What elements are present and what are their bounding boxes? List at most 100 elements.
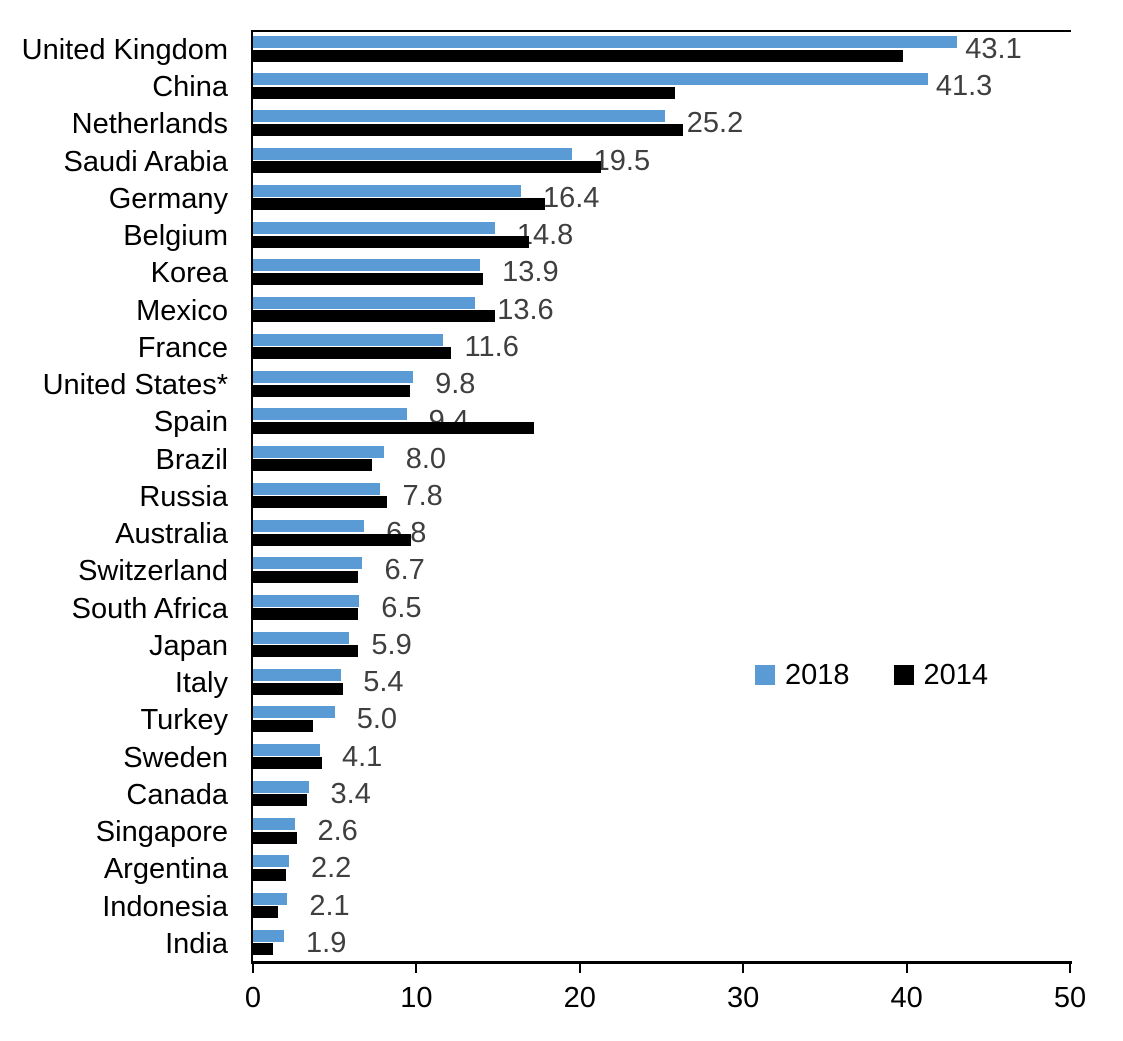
bar-2014 — [253, 421, 535, 434]
bar-2014 — [253, 608, 358, 621]
category-label: Argentina — [103, 853, 228, 886]
bar-2018 — [253, 482, 381, 495]
bar-2018 — [253, 371, 414, 384]
y-axis-line — [251, 30, 253, 964]
category-label: South Africa — [71, 592, 228, 625]
category-label: United States* — [42, 369, 228, 402]
bar-2018 — [253, 892, 288, 905]
category-label: China — [152, 71, 228, 104]
bar-2018 — [253, 706, 335, 719]
bar-2014 — [253, 570, 358, 583]
bar-2014 — [253, 943, 273, 956]
value-label: 25.2 — [686, 107, 744, 140]
value-label: 41.3 — [935, 70, 993, 103]
x-axis-tick-label: 10 — [400, 982, 433, 1014]
value-label: 16.4 — [542, 181, 600, 214]
category-label: Mexico — [136, 294, 228, 327]
category-label: Japan — [148, 629, 228, 662]
bar-2014 — [253, 86, 675, 99]
bar-2018 — [253, 445, 384, 458]
bar-2014 — [253, 645, 358, 658]
category-label: United Kingdom — [21, 34, 228, 66]
category-label: Korea — [150, 257, 228, 290]
bar-2014 — [253, 161, 602, 174]
bar-2014 — [253, 235, 530, 248]
value-label: 2.6 — [317, 815, 358, 848]
category-label: India — [165, 927, 228, 960]
category-label: Belgium — [123, 220, 228, 253]
category-label: Italy — [174, 667, 228, 700]
category-label: Russia — [139, 480, 228, 513]
value-label: 8.0 — [405, 442, 447, 475]
bar-2014 — [253, 198, 546, 211]
value-label: 2.2 — [310, 852, 352, 885]
bar-2018 — [253, 222, 495, 235]
bar-2014 — [253, 831, 298, 844]
category-label: Netherlands — [71, 108, 228, 141]
bar-2014 — [253, 794, 307, 807]
bar-2018 — [253, 36, 958, 48]
legend: 2018 2014 — [755, 658, 989, 691]
bar-2014 — [253, 906, 278, 919]
x-axis-tick-label: 50 — [1053, 982, 1087, 1014]
legend-swatch-2014 — [893, 665, 914, 685]
bar-2018 — [253, 557, 363, 570]
x-axis-tick — [252, 963, 254, 973]
bar-2018 — [253, 520, 365, 533]
value-label: 5.0 — [356, 703, 398, 736]
value-label: 4.1 — [341, 740, 383, 773]
category-label: Spain — [153, 406, 228, 439]
category-label: Singapore — [95, 816, 228, 849]
bar-2014 — [253, 719, 314, 732]
bar-2018 — [253, 929, 285, 942]
x-axis-tick — [578, 963, 581, 973]
bar-2018 — [253, 333, 443, 346]
category-label: Canada — [126, 778, 228, 811]
bar-2014 — [253, 757, 322, 770]
plot-top-border — [252, 30, 1071, 32]
category-label: Turkey — [140, 704, 228, 737]
x-axis-tick — [1069, 963, 1071, 973]
value-label: 5.9 — [371, 628, 412, 661]
x-axis-line — [251, 961, 1072, 964]
bar-2018 — [253, 594, 360, 607]
bar-2018 — [253, 855, 289, 868]
value-label: 5.4 — [363, 666, 404, 699]
legend-swatch-2018 — [755, 665, 775, 685]
bar-2014 — [253, 49, 904, 62]
bar-2018 — [253, 147, 572, 160]
bar-2014 — [253, 123, 683, 136]
value-label: 11.6 — [464, 330, 519, 363]
bar-2018 — [253, 259, 481, 272]
category-label: Australia — [115, 518, 228, 551]
value-label: 6.7 — [384, 554, 425, 587]
bar-2018 — [253, 631, 350, 644]
bar-2014 — [253, 459, 373, 472]
legend-label-2018: 2018 — [785, 658, 850, 691]
bar-2014 — [253, 310, 495, 323]
bar-2014 — [253, 347, 451, 360]
x-axis-tick-label: 20 — [563, 982, 596, 1014]
bar-2018 — [253, 743, 320, 756]
category-label: France — [137, 331, 228, 364]
bar-2018 — [253, 296, 476, 309]
legend-label-2014: 2014 — [923, 658, 989, 691]
bar-2018 — [253, 184, 521, 197]
category-label: Brazil — [155, 443, 228, 476]
x-axis-tick — [415, 963, 418, 973]
value-label: 3.4 — [330, 777, 371, 810]
x-axis-tick — [905, 963, 908, 973]
category-label: Sweden — [123, 741, 228, 774]
x-axis-tick-label: 40 — [890, 982, 923, 1014]
x-axis-tick-label: 0 — [244, 982, 262, 1014]
bar-2018 — [253, 780, 309, 793]
bar-2014 — [253, 868, 286, 881]
category-label: Switzerland — [78, 555, 228, 588]
value-label: 1.9 — [306, 926, 347, 959]
bar-2018 — [253, 73, 928, 86]
value-label: 9.8 — [435, 368, 476, 401]
x-axis-tick-label: 30 — [727, 982, 760, 1014]
bar-2014 — [253, 384, 410, 397]
bar-2018 — [253, 408, 407, 421]
